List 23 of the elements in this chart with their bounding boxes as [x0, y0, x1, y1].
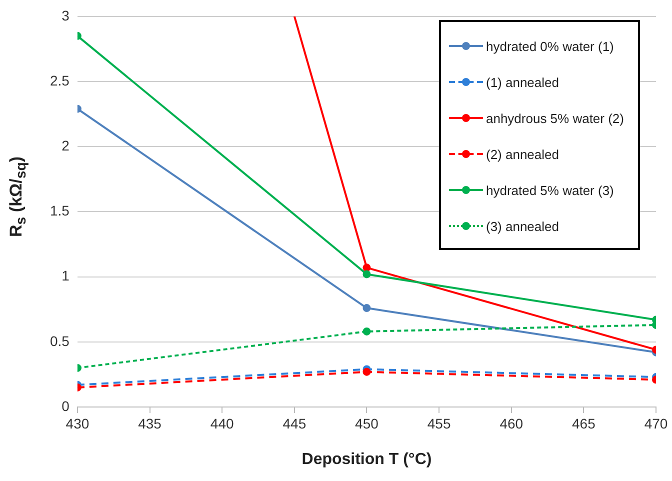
- y-tick-label: 1: [62, 268, 70, 284]
- y-tick-label: 2.5: [50, 72, 70, 88]
- y-tick-label: 1.5: [50, 202, 70, 219]
- x-tick-label: 455: [427, 415, 451, 432]
- y-tick-label: 0: [62, 398, 70, 414]
- legend-label: (2) annealed: [486, 146, 559, 162]
- x-axis-title: Deposition T (°C): [302, 450, 432, 468]
- legend-label: hydrated 0% water (1): [486, 38, 614, 54]
- legend-label: hydrated 5% water (3): [486, 182, 614, 198]
- x-tick-label: 445: [282, 415, 306, 432]
- legend-label: (1) annealed: [486, 74, 559, 90]
- y-tick-label: 0.5: [50, 332, 70, 349]
- x-tick-label: 435: [138, 415, 162, 432]
- y-tick-label: 2: [62, 137, 70, 154]
- x-tick-label: 430: [66, 415, 90, 432]
- x-tick-label: 470: [644, 415, 668, 432]
- x-tick-label: 440: [210, 415, 234, 432]
- legend-label: anhydrous 5% water (2): [486, 110, 624, 126]
- x-tick-label: 450: [355, 415, 379, 432]
- legend-label: (3) annealed: [486, 218, 559, 234]
- x-tick-label: 460: [500, 415, 524, 432]
- x-tick-label: 465: [572, 415, 596, 432]
- y-tick-label: 3: [62, 7, 70, 24]
